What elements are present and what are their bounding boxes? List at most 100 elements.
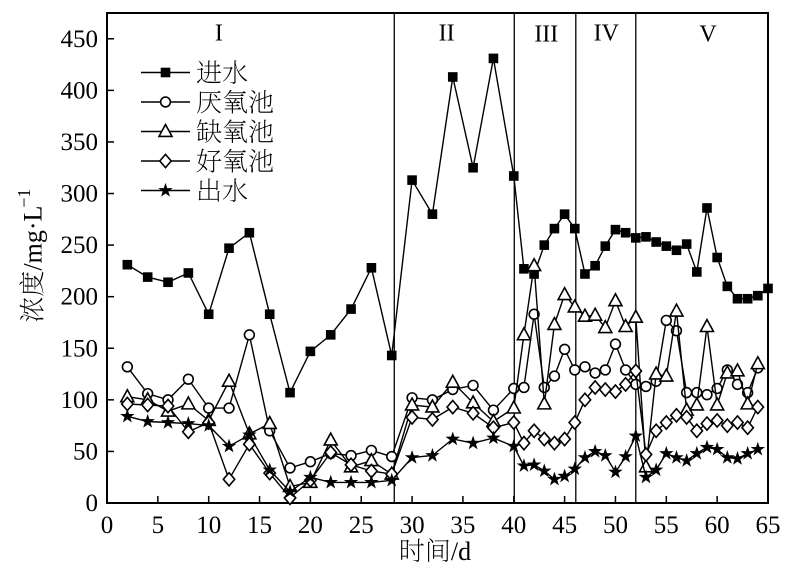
marker-star bbox=[465, 435, 481, 450]
y-axis-title-latin: /mg·L bbox=[19, 206, 48, 271]
marker-square bbox=[671, 245, 682, 256]
marker-diamond bbox=[158, 153, 173, 169]
marker-diamond bbox=[669, 407, 684, 424]
x-tick-label: 55 bbox=[654, 512, 679, 539]
marker-triangle bbox=[157, 122, 174, 138]
marker-circle bbox=[640, 380, 652, 393]
marker-star bbox=[659, 445, 674, 460]
marker-diamond bbox=[161, 398, 175, 414]
marker-square bbox=[447, 72, 458, 82]
marker-square bbox=[549, 223, 560, 234]
marker-square bbox=[142, 272, 153, 282]
marker-diamond bbox=[578, 392, 592, 408]
marker-star bbox=[526, 457, 542, 471]
marker-star bbox=[486, 430, 501, 445]
legend-label bbox=[196, 148, 274, 173]
marker-triangle bbox=[699, 317, 715, 333]
marker-star bbox=[598, 447, 613, 462]
marker-star bbox=[638, 469, 654, 484]
marker-star bbox=[730, 451, 745, 465]
x-axis-title: /d bbox=[401, 537, 471, 566]
series-square-filled bbox=[122, 53, 773, 398]
marker-square bbox=[702, 203, 712, 213]
marker-square bbox=[488, 53, 499, 64]
marker-circle bbox=[609, 338, 622, 350]
marker-square bbox=[692, 267, 702, 277]
marker-star bbox=[679, 453, 694, 467]
marker-diamond bbox=[344, 457, 358, 473]
marker-diamond bbox=[323, 444, 338, 461]
marker-circle bbox=[660, 314, 673, 327]
series-group bbox=[119, 53, 773, 506]
marker-star bbox=[587, 443, 603, 458]
marker-triangle bbox=[617, 317, 634, 333]
marker-circle bbox=[731, 378, 744, 391]
phase-label-I: I bbox=[215, 21, 223, 47]
phase-label-V: V bbox=[699, 22, 717, 48]
marker-star bbox=[557, 468, 572, 483]
marker-square bbox=[160, 67, 171, 78]
marker-circle bbox=[691, 386, 703, 399]
marker-triangle bbox=[729, 362, 746, 377]
marker-circle bbox=[599, 364, 611, 376]
marker-square bbox=[305, 346, 316, 357]
marker-triangle bbox=[648, 365, 664, 380]
marker-triangle bbox=[546, 315, 563, 331]
marker-square bbox=[122, 259, 133, 270]
marker-circle bbox=[121, 361, 134, 373]
marker-diamond bbox=[568, 414, 582, 431]
marker-diamond bbox=[730, 414, 745, 431]
marker-star bbox=[242, 427, 257, 442]
marker-diamond bbox=[222, 471, 236, 488]
marker-triangle bbox=[180, 395, 197, 410]
marker-square bbox=[631, 233, 641, 243]
marker-square bbox=[386, 350, 397, 361]
marker-square bbox=[224, 243, 234, 253]
marker-square bbox=[468, 162, 478, 173]
marker-diamond bbox=[751, 399, 765, 415]
series-line bbox=[126, 314, 759, 469]
marker-circle bbox=[589, 367, 601, 379]
marker-diamond bbox=[598, 381, 613, 398]
marker-star bbox=[669, 450, 684, 464]
x-tick-label: 50 bbox=[603, 512, 628, 539]
marker-star bbox=[699, 439, 715, 454]
marker-circle bbox=[619, 364, 632, 376]
marker-diamond bbox=[639, 446, 653, 463]
marker-star bbox=[628, 428, 644, 443]
marker-diamond bbox=[547, 435, 562, 451]
marker-star bbox=[537, 463, 552, 478]
marker-circle bbox=[528, 308, 540, 320]
marker-square bbox=[285, 387, 295, 398]
x-tick-label: 40 bbox=[501, 512, 526, 539]
marker-star bbox=[323, 474, 338, 489]
marker-square bbox=[559, 209, 570, 219]
marker-square bbox=[366, 263, 377, 273]
marker-square bbox=[539, 240, 550, 250]
x-tick-label: 10 bbox=[196, 512, 221, 539]
marker-triangle bbox=[688, 396, 705, 411]
marker-star bbox=[750, 441, 766, 456]
y-axis-title-cjk bbox=[19, 271, 44, 322]
marker-diamond bbox=[537, 431, 552, 447]
marker-star bbox=[262, 462, 277, 477]
marker-triangle bbox=[739, 395, 756, 410]
marker-star bbox=[709, 441, 725, 456]
marker-diamond bbox=[720, 417, 735, 434]
marker-square bbox=[681, 239, 692, 249]
marker-square bbox=[244, 227, 255, 238]
marker-diamond bbox=[588, 379, 602, 396]
marker-diamond bbox=[140, 397, 155, 413]
marker-star bbox=[608, 464, 623, 479]
y-tick-label: 300 bbox=[61, 181, 99, 208]
y-tick-label: 350 bbox=[61, 129, 99, 156]
marker-circle bbox=[159, 96, 172, 108]
marker-triangle bbox=[322, 431, 339, 446]
plot-border bbox=[106, 12, 769, 504]
legend-item-4 bbox=[141, 148, 274, 173]
marker-diamond bbox=[608, 383, 623, 400]
y-tick-label: 100 bbox=[61, 387, 99, 414]
y-tick-label: 200 bbox=[61, 284, 99, 311]
legend bbox=[141, 60, 274, 202]
marker-diamond bbox=[649, 422, 663, 439]
